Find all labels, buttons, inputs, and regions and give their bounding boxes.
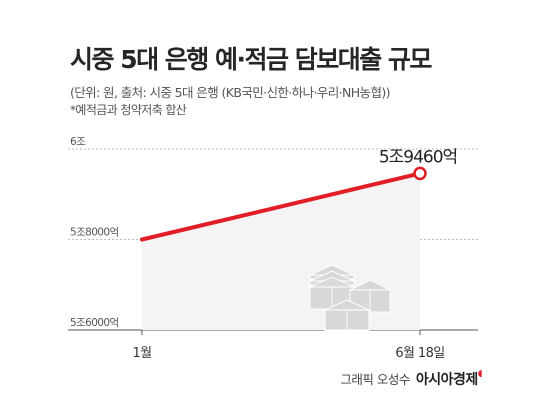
brand-logo: 아시아경제 [415,372,478,388]
brand-mark-icon: ◖ [477,369,483,379]
data-point-marker [413,166,427,181]
credit-prefix: 그래픽 오성수 [340,372,410,387]
x-tick-label: 1월 [132,346,151,361]
money-stack-icon [308,264,392,331]
data-label: 5조9460억 [379,147,457,167]
x-tick-label: 6월 18일 [395,346,444,361]
chart-subtitle: (단위: 원, 출처: 시중 5대 은행 (KB국민·신한·하나·우리·NH농협… [70,85,391,100]
page-title: 시중 5대 은행 예·적금 담보대출 규모 [70,45,432,74]
label-layer: 6조 5조8000억 5조6000억 1월 6월 18일 5조9460억 [70,136,458,361]
y-tick-label: 6조 [70,136,86,148]
y-tick-label: 5조6000억 [70,317,119,329]
credit-line: 그래픽 오성수 아시아경제◖ [340,369,482,389]
chart-note: *예적금과 청약저축 합산 [70,103,187,117]
line-layer [140,166,427,242]
y-tick-label: 5조8000억 [70,227,119,239]
series-line [140,171,422,242]
